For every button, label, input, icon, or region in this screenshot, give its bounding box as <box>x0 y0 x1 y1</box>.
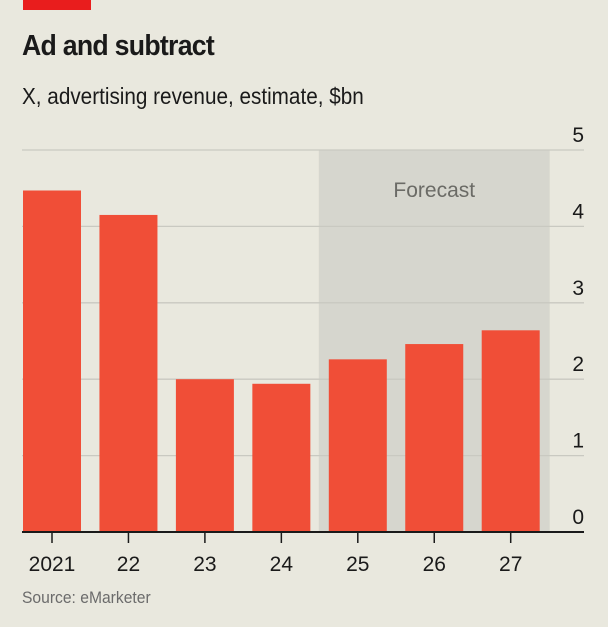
bar <box>481 330 540 532</box>
chart-title: Ad and subtract <box>22 30 215 62</box>
x-tick-label: 2021 <box>29 553 76 576</box>
forecast-label: Forecast <box>393 179 475 202</box>
x-tick-labels: 2021 22 23 24 25 26 27 <box>29 553 523 576</box>
x-tick-label: 26 <box>423 553 446 576</box>
y-tick-label: 3 <box>572 277 584 300</box>
bar <box>23 190 81 532</box>
accent-tag <box>23 0 91 10</box>
x-tick-label: 22 <box>117 553 140 576</box>
y-tick-labels: 0 1 2 3 4 5 <box>572 124 584 529</box>
y-tick-label: 1 <box>572 430 584 453</box>
y-tick-label: 5 <box>572 124 584 147</box>
bar <box>328 359 387 532</box>
x-tick-label: 25 <box>346 553 369 576</box>
y-tick-label: 2 <box>572 353 584 376</box>
bar <box>252 383 311 532</box>
chart-subtitle: X, advertising revenue, estimate, $bn <box>22 83 364 109</box>
x-tick-label: 27 <box>499 553 522 576</box>
x-ticks <box>51 532 512 543</box>
x-tick-label: 23 <box>193 553 216 576</box>
source-note: Source: eMarketer <box>22 588 151 607</box>
y-tick-label: 0 <box>572 506 584 529</box>
bars <box>23 190 540 532</box>
bar <box>405 344 464 532</box>
x-tick-label: 24 <box>270 553 294 576</box>
bar <box>175 379 234 532</box>
y-tick-label: 4 <box>572 200 584 223</box>
bar <box>99 214 158 532</box>
